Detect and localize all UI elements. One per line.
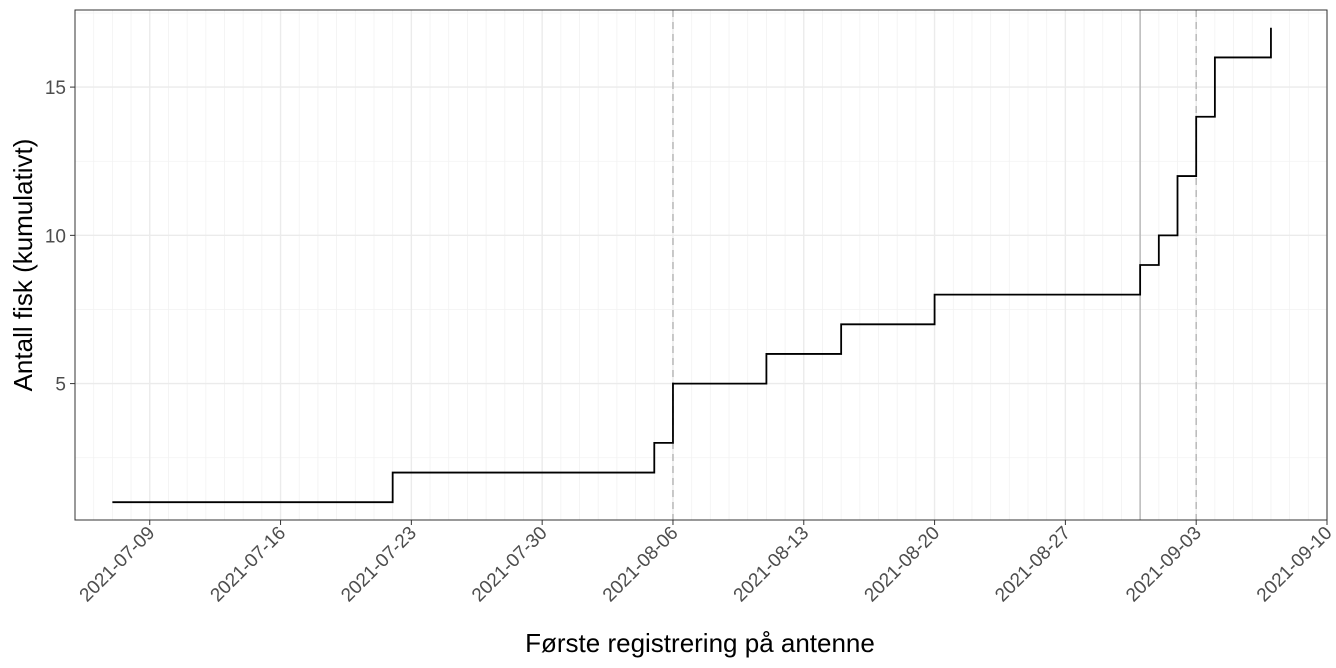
y-axis-title: Antall fisk (kumulativt) (8, 139, 38, 392)
x-tick-label: 2021-07-30 (468, 523, 552, 607)
x-tick-label: 2021-08-13 (730, 523, 814, 607)
x-tick-label: 2021-08-06 (599, 523, 683, 607)
y-tick-label: 10 (45, 226, 66, 247)
x-tick-label: 2021-09-10 (1253, 523, 1336, 607)
panel-background (75, 10, 1327, 520)
x-tick-label: 2021-07-23 (337, 523, 421, 607)
y-axis: 5 10 15 (45, 78, 75, 396)
series-layer (112, 27, 1272, 504)
x-tick-label: 2021-07-16 (207, 523, 291, 607)
x-tick-label: 2021-09-03 (1122, 523, 1206, 607)
series-line (112, 27, 1272, 504)
y-tick-label: 5 (55, 375, 66, 396)
panel-border (74, 9, 1328, 521)
x-tick-label: 2021-08-27 (991, 523, 1075, 607)
x-tick-label: 2021-07-09 (76, 523, 160, 607)
x-axis-title: Første registrering på antenne (525, 628, 875, 658)
x-axis: 2021-07-09 2021-07-16 2021-07-23 2021-07-30… (76, 520, 1336, 606)
x-tick-label: 2021-08-20 (861, 523, 945, 607)
y-tick-label: 15 (45, 78, 66, 99)
